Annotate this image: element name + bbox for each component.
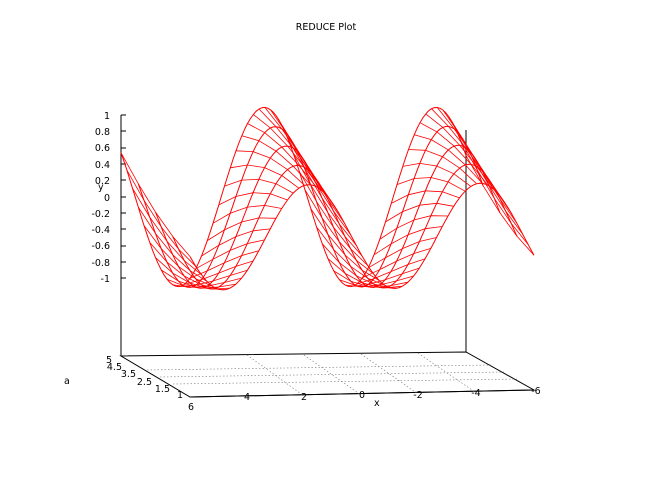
surface-line xyxy=(414,134,483,184)
y-tick-label: 0.6 xyxy=(95,143,110,154)
x-tick-label: -6 xyxy=(531,386,540,397)
surface-line xyxy=(298,171,368,266)
x-tick-label: -4 xyxy=(471,388,480,399)
y-tick-label: -0.6 xyxy=(91,241,110,252)
surface-line xyxy=(189,182,535,291)
y-tick-label: 0.4 xyxy=(95,160,110,171)
y-axis-label: y xyxy=(98,182,104,193)
surface-line xyxy=(172,163,518,290)
chart-title: REDUCE Plot xyxy=(296,22,357,33)
x-tick-label: 0 xyxy=(359,390,365,401)
y-tick-label: -0.2 xyxy=(91,209,110,220)
y-axis xyxy=(120,115,467,356)
surface-line xyxy=(155,144,501,289)
y-tick-label: 1 xyxy=(104,111,110,122)
y-tick-label: 0.2 xyxy=(95,176,110,187)
surface-line xyxy=(391,190,460,204)
y-tick-label: 0 xyxy=(104,193,110,204)
x-ticks: 6 4 2 0 -2 -4 -6 xyxy=(188,386,541,413)
x-tick-label: 4 xyxy=(244,392,250,403)
a-tick-label: 5 xyxy=(106,355,112,366)
y-tick-label: -1 xyxy=(101,274,110,285)
surface-line xyxy=(189,250,259,279)
surface-line xyxy=(224,178,294,194)
a-tick-label: 3.5 xyxy=(121,369,136,380)
surface-line xyxy=(201,228,271,257)
a-ticks: 5 4.5 3.5 2.5 1.5 1 xyxy=(106,355,183,401)
x-tick-label: 6 xyxy=(188,402,194,413)
surface-line xyxy=(459,139,529,245)
surface-line xyxy=(293,153,363,257)
surface-line xyxy=(120,106,467,288)
a-tick-label: 2.5 xyxy=(137,377,152,388)
surface-line xyxy=(373,226,443,256)
a-tick-label: 1.5 xyxy=(155,384,170,395)
y-tick-label: -0.8 xyxy=(91,258,110,269)
a-axis-label: a xyxy=(64,376,70,387)
surface-line xyxy=(137,125,484,288)
surface-line xyxy=(396,177,466,192)
x-tick-label: 2 xyxy=(301,392,307,403)
y-tick-label: 0.8 xyxy=(95,127,110,138)
x-tick-label: -2 xyxy=(413,390,422,401)
surface-line xyxy=(126,169,196,267)
surface-line xyxy=(247,123,317,187)
y-tick-label: -0.4 xyxy=(91,225,110,236)
a-tick-label: 4.5 xyxy=(107,362,122,373)
surface-line xyxy=(253,114,323,191)
base-plane xyxy=(119,351,536,398)
y-tick-marks xyxy=(121,114,126,279)
y-ticks: 1 0.8 0.6 0.4 0.2 0 -0.2 -0.4 -0.6 -0.8 … xyxy=(91,111,110,285)
surface-mesh xyxy=(120,106,535,291)
a-tick-label: 1 xyxy=(177,390,183,401)
surface-line xyxy=(218,192,288,206)
x-axis-label: x xyxy=(374,398,380,409)
